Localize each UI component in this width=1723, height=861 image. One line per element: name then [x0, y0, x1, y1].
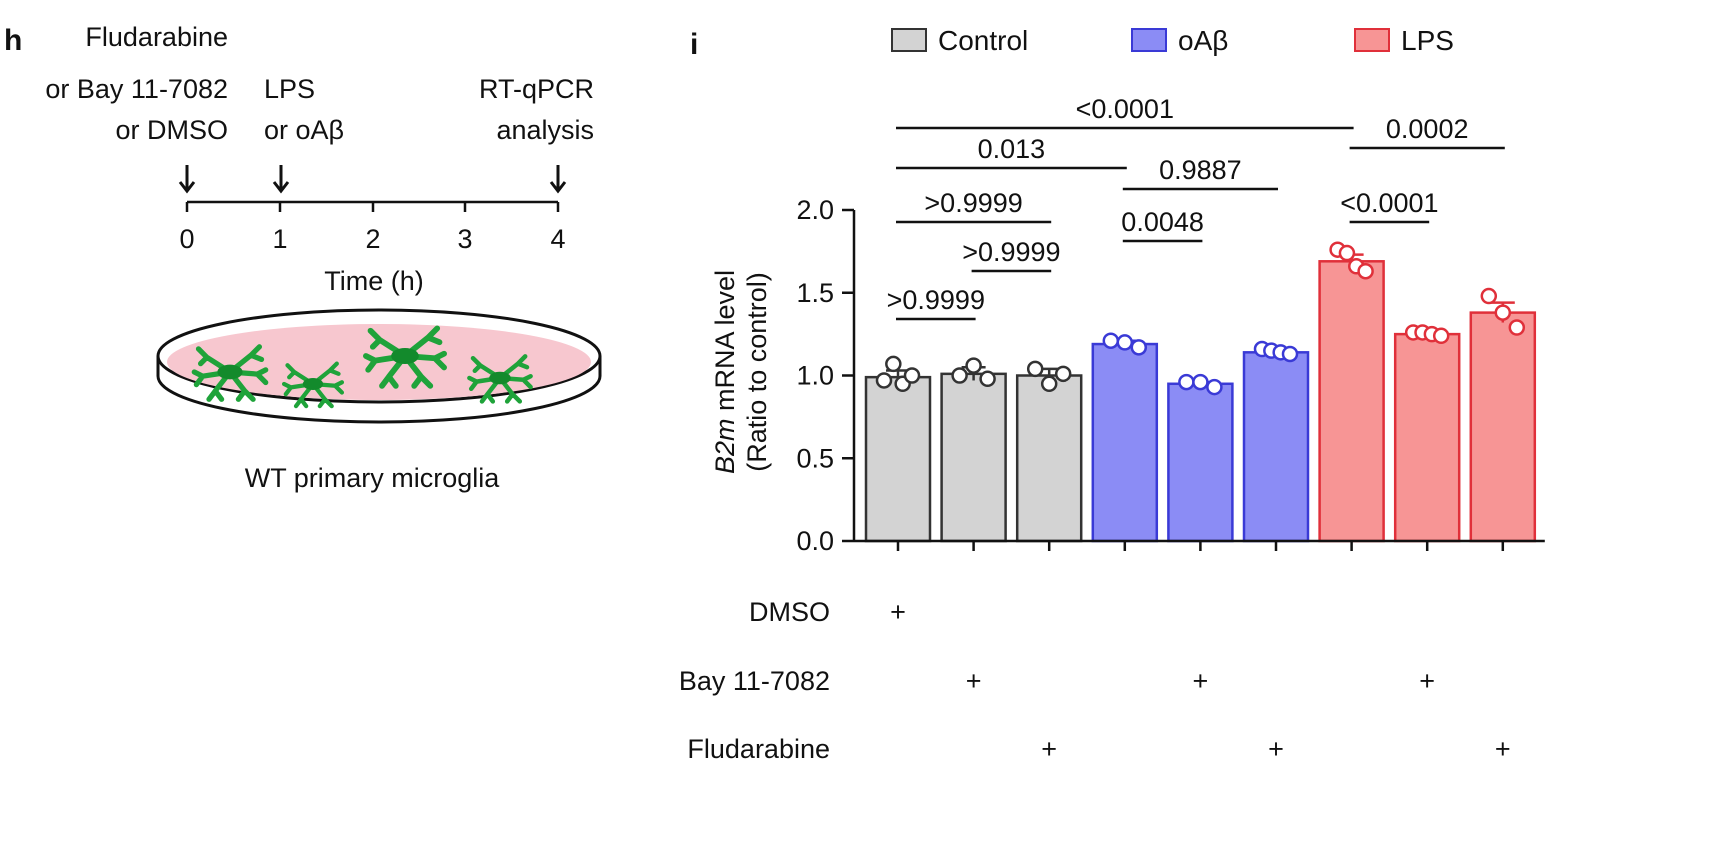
- data-point: [965, 357, 982, 374]
- significance-brackets: <0.0001 0.0002 0.013 0.9887 >0.9999 <0.0001 0.…: [887, 94, 1505, 321]
- timeline-tick-4: 4: [550, 224, 565, 254]
- step-0-line-1: or Bay 11-7082: [45, 74, 228, 104]
- bar-5: [1242, 351, 1310, 543]
- data-point: [875, 372, 893, 389]
- step-1-line-1: or oAβ: [264, 115, 344, 145]
- legend-swatch: [1131, 28, 1167, 52]
- p-value-label: <0.0001: [1076, 94, 1174, 124]
- p-value-label: 0.0048: [1121, 207, 1204, 237]
- step-1-line-0: LPS: [264, 74, 315, 104]
- y-tick-label: 0.5: [796, 443, 834, 473]
- bar-8: [1469, 311, 1537, 543]
- ylabel-line2: (Ratio to control): [742, 272, 772, 472]
- data-point: [979, 370, 996, 388]
- data-point: [1508, 319, 1526, 336]
- timeline-xlabel: Time (h): [324, 266, 424, 296]
- data-point: [1192, 373, 1209, 391]
- treatment-table: DMSO + Bay 11-7082 + + + Fludarabine + + +: [679, 597, 1511, 764]
- timeline-tick-3: 3: [457, 224, 472, 254]
- data-point: [1281, 345, 1299, 363]
- data-point: [1040, 375, 1058, 393]
- x-axis: [854, 539, 1545, 551]
- y-tick-label: 1.5: [796, 278, 834, 308]
- data-point: [1026, 360, 1044, 378]
- legend-label: Control: [938, 25, 1028, 56]
- treatment-plus: +: [1419, 666, 1435, 696]
- bar-7: [1393, 332, 1461, 543]
- p-value-label: 0.0002: [1386, 114, 1469, 144]
- treatment-plus: +: [890, 597, 906, 627]
- step-0-line-0: Fludarabine: [85, 22, 228, 52]
- legend-label: oAβ: [1178, 25, 1228, 56]
- legend-swatch: [891, 28, 927, 52]
- bar-series: [864, 241, 1537, 543]
- data-point: [903, 367, 921, 384]
- p-value-label: >0.9999: [887, 285, 985, 315]
- y-tick-label: 1.0: [796, 361, 834, 391]
- bar-6: [1318, 260, 1385, 543]
- data-point: [1338, 244, 1356, 262]
- treatment-plus: +: [1193, 666, 1209, 696]
- treatment-plus: +: [966, 666, 982, 696]
- y-tick-label: 2.0: [796, 195, 834, 225]
- treatment-label: Fludarabine: [687, 734, 830, 764]
- data-point: [1480, 287, 1498, 305]
- y-axis-title: B2m mRNA level (Ratio to control): [710, 270, 772, 474]
- timeline-tick-2: 2: [365, 224, 380, 254]
- treatment-label: DMSO: [749, 597, 830, 627]
- treatment-plus: +: [1041, 734, 1057, 764]
- bar-2: [1015, 374, 1083, 543]
- p-value-label: 0.9887: [1159, 155, 1242, 185]
- arrow-step-0: [178, 165, 196, 194]
- data-point: [1102, 332, 1120, 349]
- arrow-step-1: [272, 165, 290, 194]
- svg-text:B2m mRNA level: B2m mRNA level: [710, 270, 740, 474]
- data-point: [1054, 365, 1072, 383]
- data-point: [1178, 373, 1195, 391]
- treatment-label: Bay 11-7082: [679, 666, 830, 696]
- dish-label: WT primary microglia: [245, 463, 501, 493]
- data-point: [1432, 327, 1450, 345]
- timeline-axis: [185, 200, 560, 212]
- data-point: [885, 355, 902, 373]
- step-2-line-1: analysis: [496, 115, 594, 145]
- data-point: [951, 367, 968, 384]
- step-2-line-0: RT-qPCR: [479, 74, 594, 104]
- y-axis: 0.0 0.5 1.0 1.5 2.0: [796, 195, 856, 556]
- data-point: [1357, 262, 1374, 280]
- bar-3: [1091, 342, 1159, 543]
- data-point: [1130, 339, 1148, 356]
- bar-0: [864, 375, 932, 543]
- data-point: [1206, 378, 1223, 396]
- treatment-plus: +: [1268, 734, 1284, 764]
- panel-letter-h: h: [4, 24, 22, 57]
- timeline-tick-0: 0: [179, 224, 194, 254]
- y-tick-label: 0.0: [796, 526, 834, 556]
- bar-1: [940, 372, 1007, 543]
- legend-label: LPS: [1401, 25, 1454, 56]
- petri-dish: [156, 308, 602, 424]
- panel-h: h Fludarabine or Bay 11-7082 or DMSO LPS…: [4, 22, 602, 493]
- timeline-tick-1: 1: [272, 224, 287, 254]
- p-value-label: >0.9999: [962, 237, 1060, 267]
- p-value-label: 0.013: [978, 134, 1046, 164]
- data-point: [1494, 304, 1512, 321]
- step-0-line-2: or DMSO: [115, 115, 228, 145]
- panel-i: i Control oAβ LPS B2m mRNA level (Ratio to…: [679, 25, 1545, 764]
- data-point: [1116, 334, 1134, 351]
- legend-swatch: [1354, 28, 1390, 52]
- bar-4: [1167, 382, 1234, 543]
- ylabel-rest: mRNA level: [710, 270, 740, 419]
- panel-letter-i: i: [690, 28, 698, 61]
- chart-legend: Control oAβ LPS: [891, 25, 1454, 56]
- ylabel-gene: B2m: [710, 419, 740, 475]
- p-value-label: <0.0001: [1340, 188, 1438, 218]
- p-value-label: >0.9999: [924, 188, 1022, 218]
- treatment-plus: +: [1495, 734, 1511, 764]
- arrow-step-2: [549, 165, 567, 194]
